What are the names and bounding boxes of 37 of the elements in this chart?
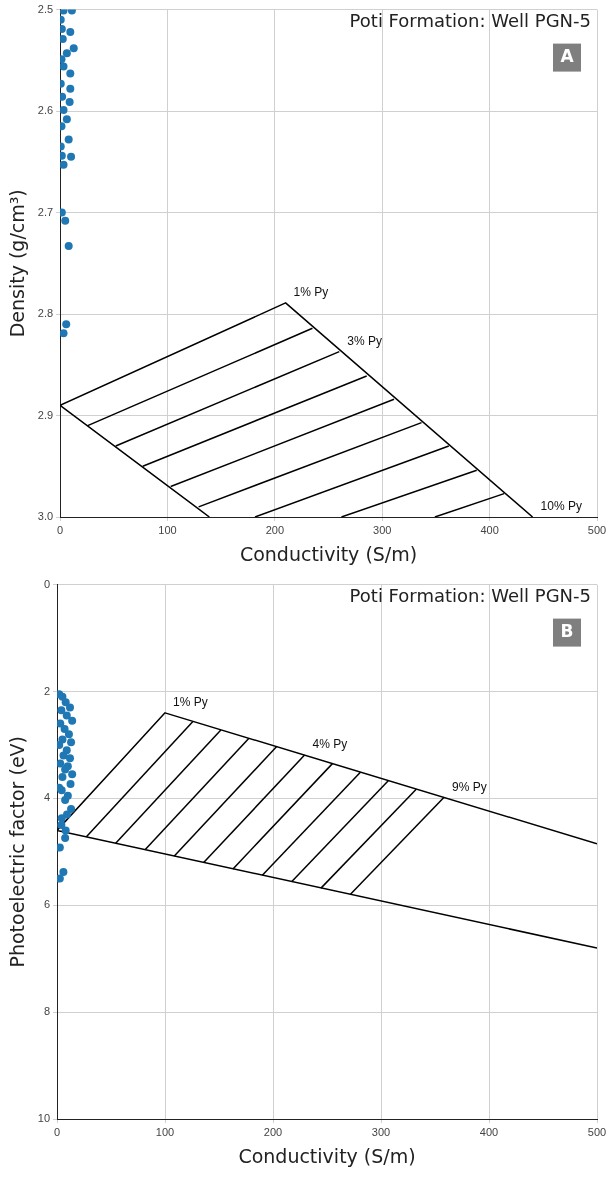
y-axis-title: Photoelectric factor (eV) bbox=[6, 736, 29, 968]
y-tick-label: 6 bbox=[43, 898, 51, 911]
annotation: 1% Py bbox=[173, 695, 208, 710]
y-tick-label: 2.5 bbox=[37, 2, 54, 15]
x-tick-label: 300 bbox=[371, 1125, 391, 1138]
x-tick-label: 400 bbox=[479, 1125, 499, 1138]
x-tick-label: 400 bbox=[480, 523, 499, 536]
y-tick-label: 2 bbox=[43, 684, 51, 697]
y-tick-label: 4 bbox=[43, 791, 51, 804]
annotation: 3% Py bbox=[347, 333, 382, 348]
x-tick-label: 500 bbox=[587, 1125, 607, 1138]
y-tick-label: 2.7 bbox=[37, 205, 54, 218]
x-axis-title: Conductivity (S/m) bbox=[239, 542, 418, 565]
annotation: A bbox=[560, 46, 575, 67]
annotation: 9% Py bbox=[452, 779, 487, 794]
annotation: B bbox=[560, 621, 574, 642]
y-tick-label: 2.8 bbox=[37, 307, 54, 320]
y-tick-label: 2.9 bbox=[37, 408, 54, 421]
annotation: 4% Py bbox=[312, 737, 348, 752]
y-tick-label: 0 bbox=[43, 577, 51, 590]
x-tick-label: 0 bbox=[57, 523, 64, 536]
x-tick-label: 200 bbox=[265, 523, 285, 536]
y-tick-label: 2.6 bbox=[37, 104, 54, 117]
x-axis-title: Conductivity (S/m) bbox=[238, 1144, 416, 1167]
y-tick-label: 10 bbox=[37, 1112, 51, 1125]
chart-title: Poti Formation: Well PGN-5 bbox=[349, 10, 591, 32]
x-tick-label: 100 bbox=[158, 523, 177, 536]
annotation: 1% Py bbox=[293, 285, 329, 300]
chart-title: Poti Formation: Well PGN-5 bbox=[349, 585, 591, 607]
y-tick-label: 8 bbox=[43, 1005, 51, 1018]
x-tick-label: 200 bbox=[263, 1125, 283, 1138]
x-tick-label: 100 bbox=[155, 1125, 175, 1138]
y-tick-label: 3.0 bbox=[37, 510, 54, 523]
x-tick-label: 300 bbox=[373, 523, 392, 536]
y-axis-title: Density (g/cm³) bbox=[6, 189, 29, 338]
x-tick-label: 500 bbox=[587, 523, 607, 536]
annotation: 10% Py bbox=[540, 499, 582, 514]
